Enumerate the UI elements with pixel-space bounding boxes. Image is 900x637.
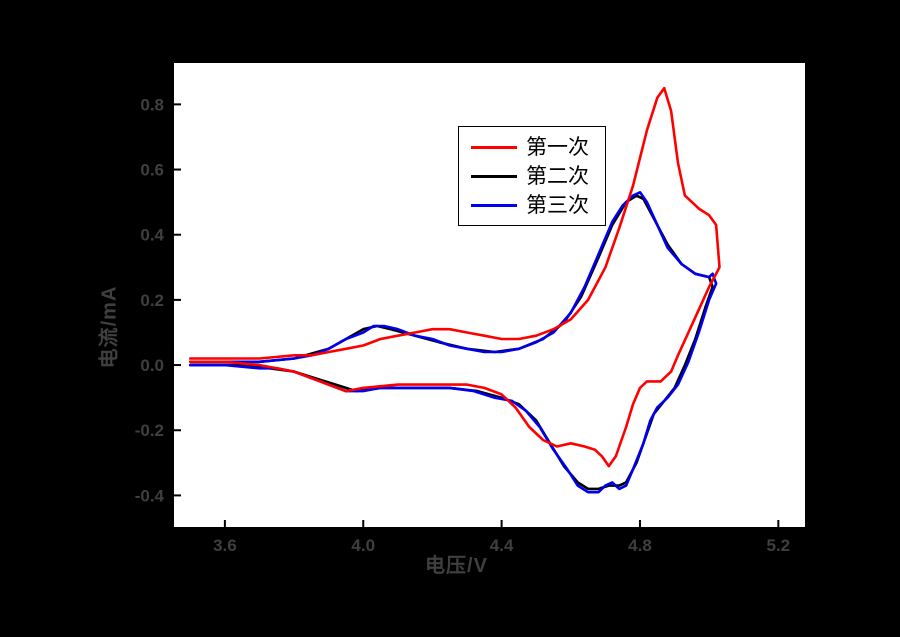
y-tick-label: -0.2 — [135, 421, 164, 440]
legend-item-second-cycle: 第二次 — [471, 163, 589, 189]
y-tick-label: 0.2 — [140, 291, 164, 310]
legend-item-first-cycle: 第一次 — [471, 134, 589, 160]
y-tick-label: 0.8 — [140, 95, 164, 114]
legend: 第一次 第二次 第三次 — [458, 126, 606, 226]
legend-label: 第二次 — [526, 164, 589, 188]
legend-line-black — [471, 174, 517, 178]
x-tick-label: 4.4 — [490, 536, 514, 555]
y-axis-label: 电流/mA — [98, 285, 121, 369]
series-line-第三次 — [189, 191, 718, 494]
legend-item-third-cycle: 第三次 — [471, 192, 589, 218]
series-line-第一次 — [189, 86, 721, 468]
y-tick-label: 0.0 — [140, 356, 164, 375]
x-tick-label: 3.6 — [213, 536, 237, 555]
x-tick-label: 4.0 — [351, 536, 375, 555]
legend-label: 第三次 — [526, 193, 589, 217]
x-tick-label: 4.8 — [628, 536, 652, 555]
x-tick-label: 5.2 — [767, 536, 791, 555]
legend-line-blue — [471, 203, 517, 207]
x-axis-label: 电压/V — [425, 555, 488, 577]
legend-label: 第一次 — [526, 135, 589, 159]
y-tick-label: -0.4 — [135, 486, 165, 505]
legend-line-red — [471, 145, 517, 149]
y-tick-label: 0.4 — [140, 226, 164, 245]
y-tick-label: 0.6 — [140, 161, 164, 180]
